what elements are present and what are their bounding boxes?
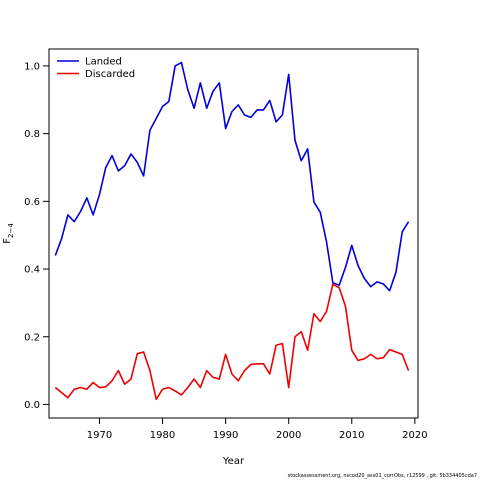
x-tick-label-2000: 2000: [276, 430, 301, 441]
y-axis-title-main: F: [2, 238, 13, 244]
x-tick-label-1990: 1990: [213, 430, 238, 441]
series-line-landed: [54, 61, 410, 292]
legend-label-discarded: Discarded: [85, 69, 135, 80]
x-tick-label-1980: 1980: [150, 430, 175, 441]
y-tick-label-4: 0.8: [24, 129, 40, 140]
plot-frame: [48, 48, 419, 419]
y-axis-title-subscript: 2−4: [7, 223, 15, 238]
x-tick-label-2010: 2010: [339, 430, 364, 441]
y-tick-label-2: 0.4: [24, 265, 40, 276]
svg-text:F2−4: F2−4: [2, 223, 15, 244]
footer-credit: stockassessment.org, nscod20_ass01_corrO…: [288, 473, 477, 479]
series-layer: [54, 61, 410, 401]
series-line-discarded: [54, 283, 410, 401]
x-tick-label-2020: 2020: [402, 430, 427, 441]
y-tick-label-1: 0.2: [24, 332, 40, 343]
x-axis: 1970 1980 1990 2000 2010 2020: [87, 418, 428, 441]
x-tick-label-1970: 1970: [87, 430, 112, 441]
x-axis-title: Year: [222, 456, 245, 467]
y-tick-label-0: 0.0: [24, 400, 40, 411]
y-tick-label-3: 0.6: [24, 197, 40, 208]
legend-label-landed: Landed: [85, 57, 122, 68]
y-tick-label-5: 1.0: [24, 61, 40, 72]
y-axis-title: F2−4: [2, 223, 15, 244]
y-axis: 0.0 0.2 0.4 0.6 0.8 1.0: [24, 61, 49, 411]
